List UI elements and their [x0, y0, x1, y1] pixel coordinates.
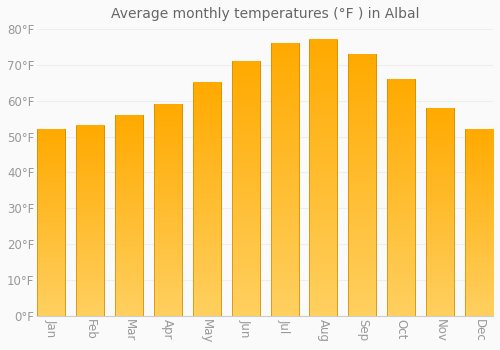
Title: Average monthly temperatures (°F ) in Albal: Average monthly temperatures (°F ) in Al…: [111, 7, 420, 21]
